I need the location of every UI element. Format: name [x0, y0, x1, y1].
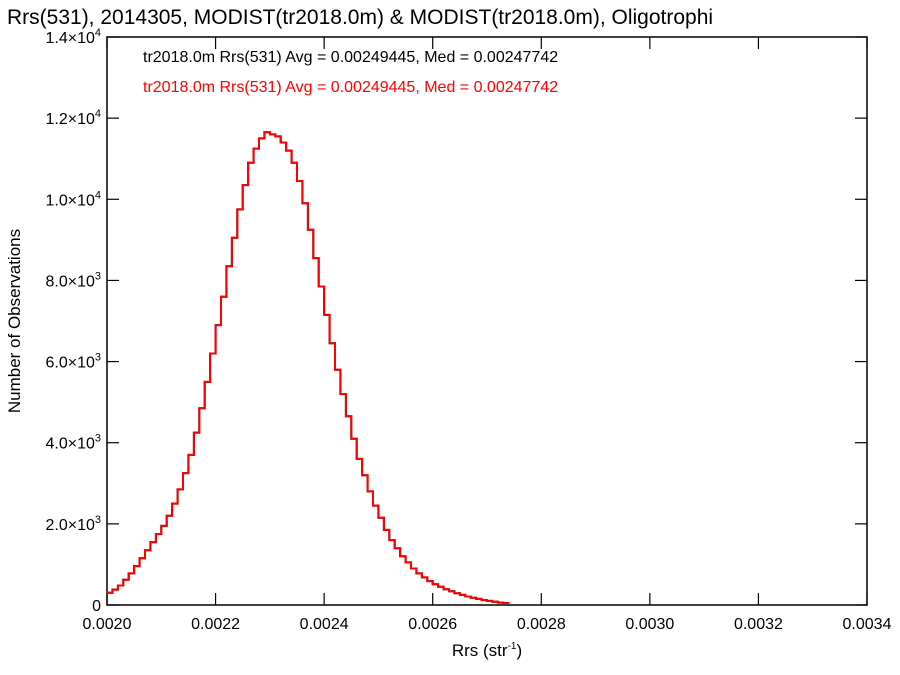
y-tick-label-mantissa: 2.0×10 — [45, 517, 94, 534]
y-tick-label-exponent: 4 — [95, 27, 101, 39]
y-tick-label-exponent: 4 — [95, 108, 101, 120]
plot-frame — [106, 36, 868, 606]
x-tick-label: 0.0022 — [191, 616, 240, 633]
x-tick-label: 0.0034 — [843, 616, 892, 633]
y-axis-ticks: 02.0×1034.0×1036.0×1038.0×1031.0×1041.2×… — [45, 27, 867, 615]
x-axis-label-sup: -1 — [508, 641, 517, 652]
chart-title: Rrs(531), 2014305, MODIST(tr2018.0m) & M… — [7, 6, 713, 29]
y-tick-label: 4.0×103 — [45, 433, 101, 453]
x-tick-label: 0.0024 — [300, 616, 349, 633]
x-axis-label-main: Rrs (str — [452, 641, 508, 660]
y-tick-label: 0 — [92, 598, 101, 615]
x-tick-label: 0.0020 — [83, 616, 132, 633]
y-tick-label: 2.0×103 — [45, 514, 101, 534]
x-axis-label-tail: ) — [516, 641, 522, 660]
y-tick-label-mantissa: 4.0×10 — [45, 436, 94, 453]
y-tick-label-exponent: 3 — [95, 514, 101, 526]
y-tick-label-mantissa: 1.4×10 — [45, 30, 94, 47]
y-tick-label-mantissa: 1.0×10 — [45, 192, 94, 209]
x-tick-label: 0.0032 — [734, 616, 783, 633]
y-tick-label-exponent: 3 — [95, 433, 101, 445]
y-tick-label: 8.0×103 — [45, 270, 101, 290]
x-axis-label: Rrs (str-1) — [452, 641, 522, 660]
y-tick-label: 1.0×104 — [45, 189, 101, 209]
x-axis-ticks: 0.0020 0.0022 0.0024 0.0026 0.0028 0.0030 0.00… — [83, 37, 892, 633]
series-red-histogram — [107, 131, 510, 604]
annotation-black: tr2018.0m Rrs(531) Avg = 0.00249445, Med… — [143, 49, 558, 66]
x-tick-label: 0.0030 — [625, 616, 674, 633]
x-tick-label: 0.0028 — [517, 616, 566, 633]
y-tick-label-exponent: 4 — [95, 189, 101, 201]
y-tick-label: 1.4×104 — [45, 27, 101, 47]
annotation-red: tr2018.0m Rrs(531) Avg = 0.00249445, Med… — [143, 79, 558, 96]
y-tick-label-mantissa: 0 — [92, 598, 101, 615]
x-tick-label: 0.0026 — [408, 616, 457, 633]
y-tick-label-exponent: 3 — [95, 352, 101, 364]
y-tick-label-mantissa: 8.0×10 — [45, 273, 94, 290]
y-tick-label-exponent: 3 — [95, 270, 101, 282]
y-tick-label-mantissa: 6.0×10 — [45, 355, 94, 372]
y-tick-label: 6.0×103 — [45, 352, 101, 372]
y-tick-label: 1.2×104 — [45, 108, 101, 128]
y-tick-label-mantissa: 1.2×10 — [45, 111, 94, 128]
y-axis-label: Number of Observations — [5, 229, 24, 413]
